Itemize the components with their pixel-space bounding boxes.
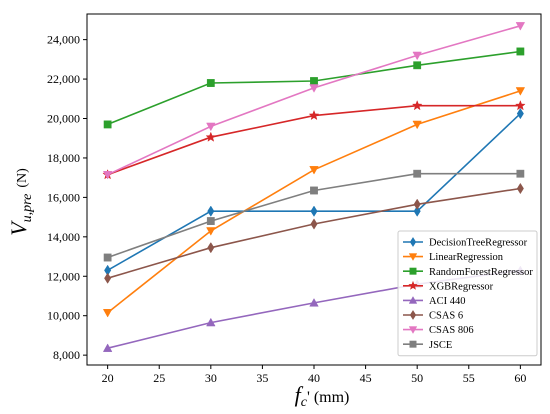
x-tick-label: 30 <box>205 371 217 385</box>
data-point <box>309 166 319 175</box>
data-point <box>102 343 113 352</box>
data-point <box>413 169 422 178</box>
y-axis-label-unit: (N) <box>15 168 30 188</box>
legend-label: XGBRegressor <box>429 281 494 292</box>
legend-item: XGBRegressor <box>403 280 494 292</box>
legend-item: CSAS 806 <box>403 325 474 336</box>
data-point <box>514 100 526 111</box>
x-axis-label-sub: c <box>301 395 308 410</box>
data-point <box>206 79 215 87</box>
legend-label: DecisionTreeRegressor <box>429 238 528 249</box>
legend-item: DecisionTreeRegressor <box>403 236 528 249</box>
y-tick-label: 8,000 <box>53 348 80 362</box>
axes: 20 25 30 35 40 45 50 55 60 8,000 10,000 12,000 14,00… <box>47 13 542 385</box>
data-point <box>207 205 215 217</box>
y-tick-label: 18,000 <box>47 151 80 165</box>
data-point <box>310 218 318 230</box>
legend-item: RandomForestRegressor <box>403 267 533 278</box>
legend-marker <box>408 296 418 304</box>
legend-label: JSCE <box>429 340 452 351</box>
y-tick-label: 22,000 <box>47 72 80 86</box>
data-point <box>412 51 422 61</box>
legend-marker <box>408 253 418 261</box>
x-tick-label: 55 <box>463 371 475 385</box>
data-point <box>309 298 319 307</box>
x-tick-label: 35 <box>256 371 268 385</box>
y-axis-label-main: V <box>6 220 31 236</box>
data-point <box>309 84 319 93</box>
data-point <box>206 227 216 236</box>
data-point <box>310 77 318 85</box>
series-8 <box>103 169 525 262</box>
x-tick-label: 50 <box>411 371 423 385</box>
data-point <box>206 122 216 132</box>
data-point <box>205 131 217 142</box>
legend: DecisionTreeRegressor LinearRegression Ran… <box>397 230 538 357</box>
series-3 <box>103 47 525 129</box>
legend-label: CSAS 806 <box>429 325 474 336</box>
legend-item: CSAS 6 <box>403 309 463 322</box>
x-tick-label: 45 <box>360 371 372 385</box>
legend-marker <box>409 309 417 321</box>
legend-item: ACI 440 <box>403 296 465 307</box>
data-point <box>103 253 112 262</box>
data-point <box>310 186 318 195</box>
x-axis-label-rest: ' (mm) <box>307 389 349 406</box>
data-point <box>413 198 421 210</box>
legend-label: LinearRegression <box>429 252 504 263</box>
data-point <box>206 317 216 327</box>
legend-marker <box>409 340 417 348</box>
legend-marker <box>409 236 417 248</box>
data-point <box>515 22 526 31</box>
x-tick-label: 20 <box>102 371 114 385</box>
plot-area <box>102 22 526 352</box>
data-point <box>102 309 113 318</box>
data-point <box>308 109 320 121</box>
legend-item: JSCE <box>403 340 452 351</box>
data-point <box>206 217 215 225</box>
y-tick-label: 14,000 <box>47 230 80 244</box>
x-tick-label: 25 <box>153 371 165 385</box>
data-point <box>516 47 525 56</box>
legend-marker <box>408 280 418 290</box>
y-axis-label-sub: u,pre <box>20 194 35 223</box>
legend-label: ACI 440 <box>429 296 465 307</box>
x-tick-label: 60 <box>514 371 526 385</box>
data-point <box>102 171 113 180</box>
data-point <box>413 61 422 70</box>
data-point <box>104 272 112 284</box>
series-6 <box>104 182 524 284</box>
x-axis-label-main: f <box>295 382 304 407</box>
x-tick-label: 40 <box>308 371 320 385</box>
y-axis-label: Vu,pre (N) <box>6 168 35 236</box>
y-tick-label: 10,000 <box>47 309 80 323</box>
legend-marker <box>408 326 418 334</box>
data-point <box>516 182 524 195</box>
data-point <box>516 169 525 178</box>
series-1 <box>104 107 524 276</box>
y-tick-label: 20,000 <box>47 112 80 126</box>
y-tick-label: 16,000 <box>47 190 80 204</box>
y-tick-label: 12,000 <box>47 269 80 283</box>
legend-box <box>397 230 538 357</box>
legend-marker <box>409 267 417 275</box>
data-point <box>413 205 421 217</box>
data-point <box>103 120 112 129</box>
data-point <box>412 120 422 130</box>
data-point <box>310 205 318 217</box>
y-tick-label: 24,000 <box>47 33 80 47</box>
data-point <box>411 100 423 111</box>
x-axis-label: fc' (mm) <box>295 382 350 410</box>
data-point <box>516 107 524 120</box>
legend-label: CSAS 6 <box>429 311 463 322</box>
legend-label: RandomForestRegressor <box>429 267 533 278</box>
series-7 <box>102 22 526 180</box>
data-point <box>515 87 526 96</box>
legend-item: LinearRegression <box>403 252 504 263</box>
data-point <box>207 242 215 254</box>
